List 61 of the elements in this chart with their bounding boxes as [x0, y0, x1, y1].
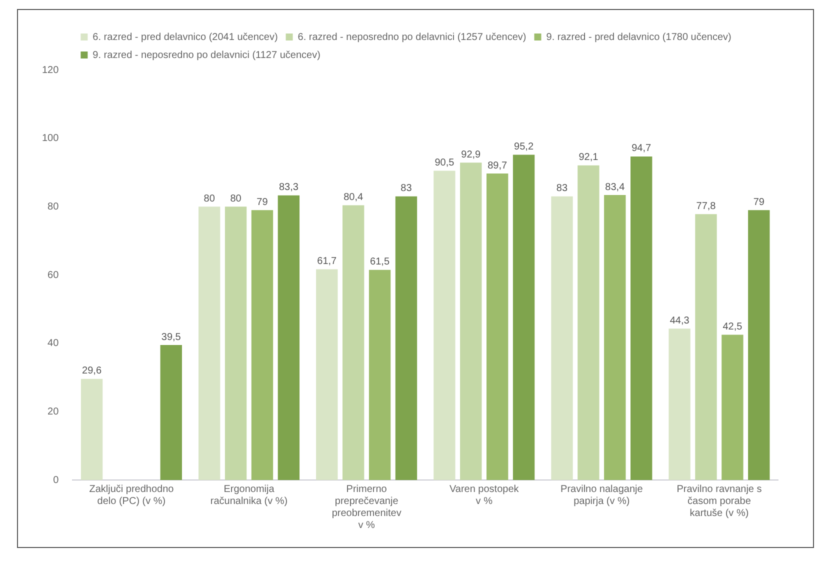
bar — [512, 154, 535, 480]
bar — [251, 210, 274, 480]
bar — [278, 195, 300, 480]
bar — [395, 196, 418, 480]
data-label: 83,4 — [605, 182, 626, 193]
x-tick-label: Varen postopek v % — [449, 484, 520, 507]
bar — [460, 162, 482, 480]
data-label: 89,7 — [488, 160, 508, 172]
bar — [551, 196, 573, 480]
y-tick-label: 80 — [48, 201, 60, 212]
data-label: 92,1 — [578, 152, 599, 164]
x-tick-label: Pravilno ravnanje s časom porabe kartuše (v %) — [676, 484, 762, 519]
bar — [160, 345, 182, 480]
bar — [342, 205, 364, 480]
x-tick-label: Zaključi predhodno delo (PC) (v %) — [89, 484, 174, 507]
data-label: 90,5 — [434, 158, 455, 169]
bar — [630, 156, 652, 480]
bar — [316, 269, 338, 480]
data-label: 95,2 — [514, 141, 534, 152]
data-label: 83 — [400, 183, 412, 194]
x-tick-label: Primerno preprečevanje preobremenitev v % — [332, 484, 402, 531]
bar — [695, 214, 717, 480]
bar — [368, 270, 391, 480]
bar — [748, 210, 770, 480]
data-label: 92,9 — [461, 149, 482, 160]
bar — [80, 378, 103, 480]
legend-label: 9. razred - neposredno po delavnici (1127 učencev) — [92, 50, 320, 61]
bar — [604, 195, 626, 480]
x-tick-label: Ergonomija računalnika (v %) — [210, 484, 288, 507]
data-label: 79 — [256, 196, 268, 208]
x-tick-label: Pravilno nalaganje papirja (v %) — [560, 484, 644, 507]
data-label: 94,7 — [632, 143, 652, 154]
legend-label: 9. razred - pred delavnico (1780 učencev) — [546, 32, 732, 43]
y-tick-label: 60 — [48, 270, 60, 281]
y-tick-label: 100 — [42, 133, 60, 144]
y-tick-label: 40 — [48, 338, 60, 350]
data-label: 83,3 — [278, 182, 299, 194]
bar — [224, 206, 247, 480]
data-label: 42,5 — [722, 322, 743, 333]
data-label: 29,6 — [82, 366, 102, 377]
y-tick-label: 120 — [42, 64, 60, 76]
bar — [434, 170, 456, 480]
bar — [668, 328, 690, 480]
data-label: 77,8 — [696, 200, 716, 212]
y-tick-label: 0 — [53, 474, 60, 486]
data-label: 79 — [753, 196, 765, 208]
legend-label: 6. razred - pred delavnico (2041 učencev) — [92, 32, 278, 43]
data-label: 44,3 — [670, 315, 690, 326]
data-label: 80 — [230, 193, 242, 204]
y-tick-label: 20 — [48, 406, 60, 418]
bar — [578, 165, 600, 480]
data-label: 61,5 — [370, 256, 390, 268]
bar — [198, 206, 220, 480]
bar — [722, 334, 744, 480]
data-label: 80,4 — [344, 192, 364, 204]
data-label: 39,5 — [161, 332, 182, 343]
bar — [486, 174, 508, 480]
data-label: 61,7 — [317, 256, 338, 267]
data-label: 80 — [204, 193, 216, 204]
data-label: 83 — [556, 183, 568, 194]
legend-label: 6. razred - neposredno po delavnici (1257 učencev) — [298, 32, 526, 43]
